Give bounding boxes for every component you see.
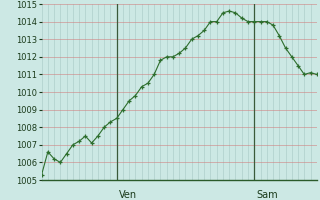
Text: Sam: Sam — [256, 190, 278, 200]
Text: Ven: Ven — [118, 190, 137, 200]
